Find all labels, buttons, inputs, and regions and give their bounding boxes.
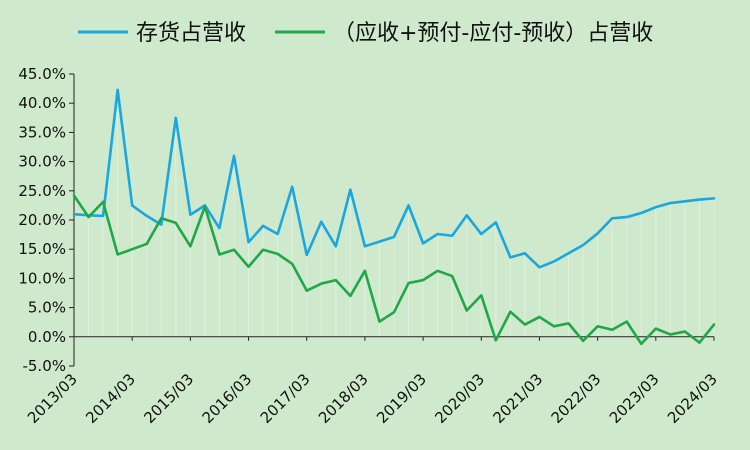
- x-tick-label: 2021/03: [489, 370, 546, 427]
- series-line-2: [72, 194, 716, 346]
- y-tick-label: -5.0%: [22, 357, 66, 375]
- x-tick-label: 2016/03: [199, 370, 256, 427]
- legend-label-series-1: 存货占营收: [136, 21, 246, 46]
- y-tick-label: 10.0%: [18, 269, 66, 287]
- y-tick-label: 20.0%: [18, 211, 66, 229]
- y-tick-label: 30.0%: [18, 153, 66, 171]
- x-tick-label: 2013/03: [24, 370, 81, 427]
- y-tick-label: 15.0%: [18, 240, 66, 258]
- x-tick-label: 2017/03: [257, 370, 314, 427]
- legend: 存货占营收 （应收+预付-应付-预收）占营收: [78, 21, 653, 46]
- series-line-1: [72, 88, 716, 269]
- x-tick-label: 2022/03: [548, 370, 605, 427]
- x-tick-label: 2015/03: [140, 370, 197, 427]
- legend-label-series-2: （应收+预付-应付-预收）占营收: [333, 21, 653, 46]
- x-tick-label: 2019/03: [373, 370, 430, 427]
- y-tick-label: 35.0%: [18, 123, 66, 141]
- x-tick-label: 2023/03: [606, 370, 663, 427]
- plot-area: 45.0% 40.0% 35.0% 30.0% 25.0% 20.0% 15.0% 10.0%…: [18, 65, 720, 427]
- y-tick-label: 0.0%: [28, 328, 66, 346]
- x-tick-label: 2014/03: [82, 370, 139, 427]
- y-tick-label: 45.0%: [18, 65, 66, 83]
- x-tick-label: 2024/03: [664, 370, 721, 427]
- x-tick-label: 2020/03: [431, 370, 488, 427]
- y-tick-label: 40.0%: [18, 94, 66, 112]
- y-tick-label: 25.0%: [18, 182, 66, 200]
- x-tick-label: 2018/03: [315, 370, 372, 427]
- y-tick-label: 5.0%: [28, 299, 66, 317]
